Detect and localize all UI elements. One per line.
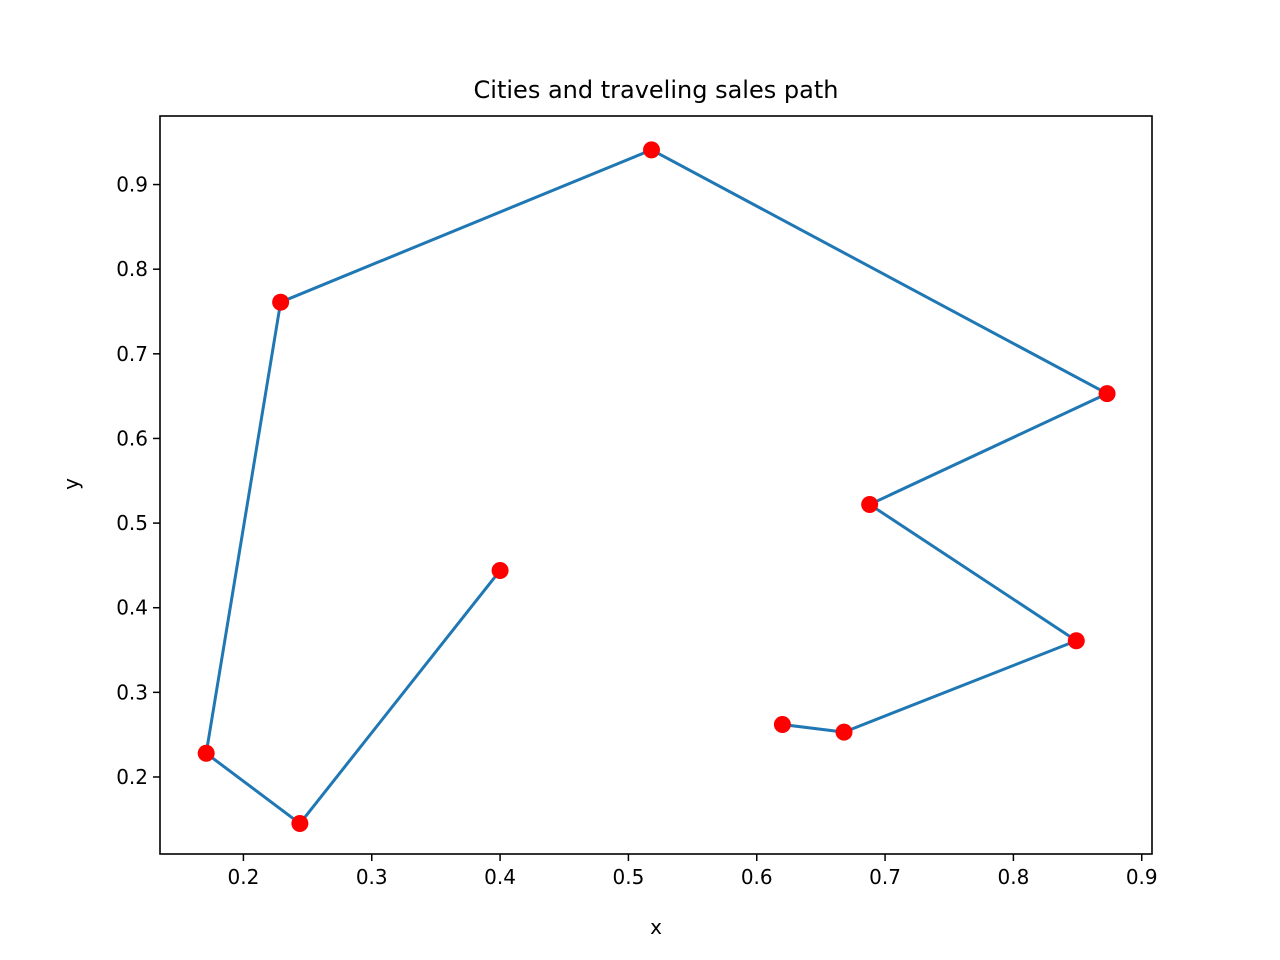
y-tick-label-1: 0.3 (116, 680, 148, 704)
axes-frame (159, 115, 1153, 855)
city-point-7 (197, 744, 215, 762)
y-tick-label-4: 0.6 (116, 426, 148, 450)
city-point-5 (643, 141, 661, 159)
x-tick-label-0: 0.2 (228, 865, 260, 889)
city-point-1 (835, 723, 853, 741)
x-axis-label: x (650, 915, 662, 939)
city-point-8 (291, 815, 309, 833)
x-tick-label-3: 0.5 (613, 865, 645, 889)
y-tick-label-7: 0.9 (116, 173, 148, 197)
x-tick-label-7: 0.9 (1126, 865, 1158, 889)
x-tick-label-6: 0.8 (997, 865, 1029, 889)
y-tick-label-5: 0.7 (116, 342, 148, 366)
y-tick-label-0: 0.2 (116, 765, 148, 789)
city-point-2 (1067, 632, 1085, 650)
city-point-0 (773, 716, 791, 734)
y-axis-label: y (59, 478, 83, 490)
x-tick-label-2: 0.4 (484, 865, 516, 889)
y-tick-label-3: 0.5 (116, 511, 148, 535)
y-tick-label-2: 0.4 (116, 596, 148, 620)
plot-area: 0.2 0.3 0.4 0.5 0.6 0.7 0.8 0.9 0.2 0.3 0.4 0.5 0.6 0… (116, 115, 1158, 889)
y-tick-label-6: 0.8 (116, 257, 148, 281)
x-tick-label-4: 0.6 (741, 865, 773, 889)
x-tick-label-1: 0.3 (356, 865, 388, 889)
path-line (204, 148, 1109, 826)
x-tick-label-5: 0.7 (869, 865, 901, 889)
city-point-3 (861, 495, 879, 513)
chart-title: Cities and traveling sales path (474, 76, 839, 104)
city-point-4 (1098, 385, 1116, 403)
city-point-6 (272, 293, 290, 311)
city-point-9 (491, 561, 509, 579)
